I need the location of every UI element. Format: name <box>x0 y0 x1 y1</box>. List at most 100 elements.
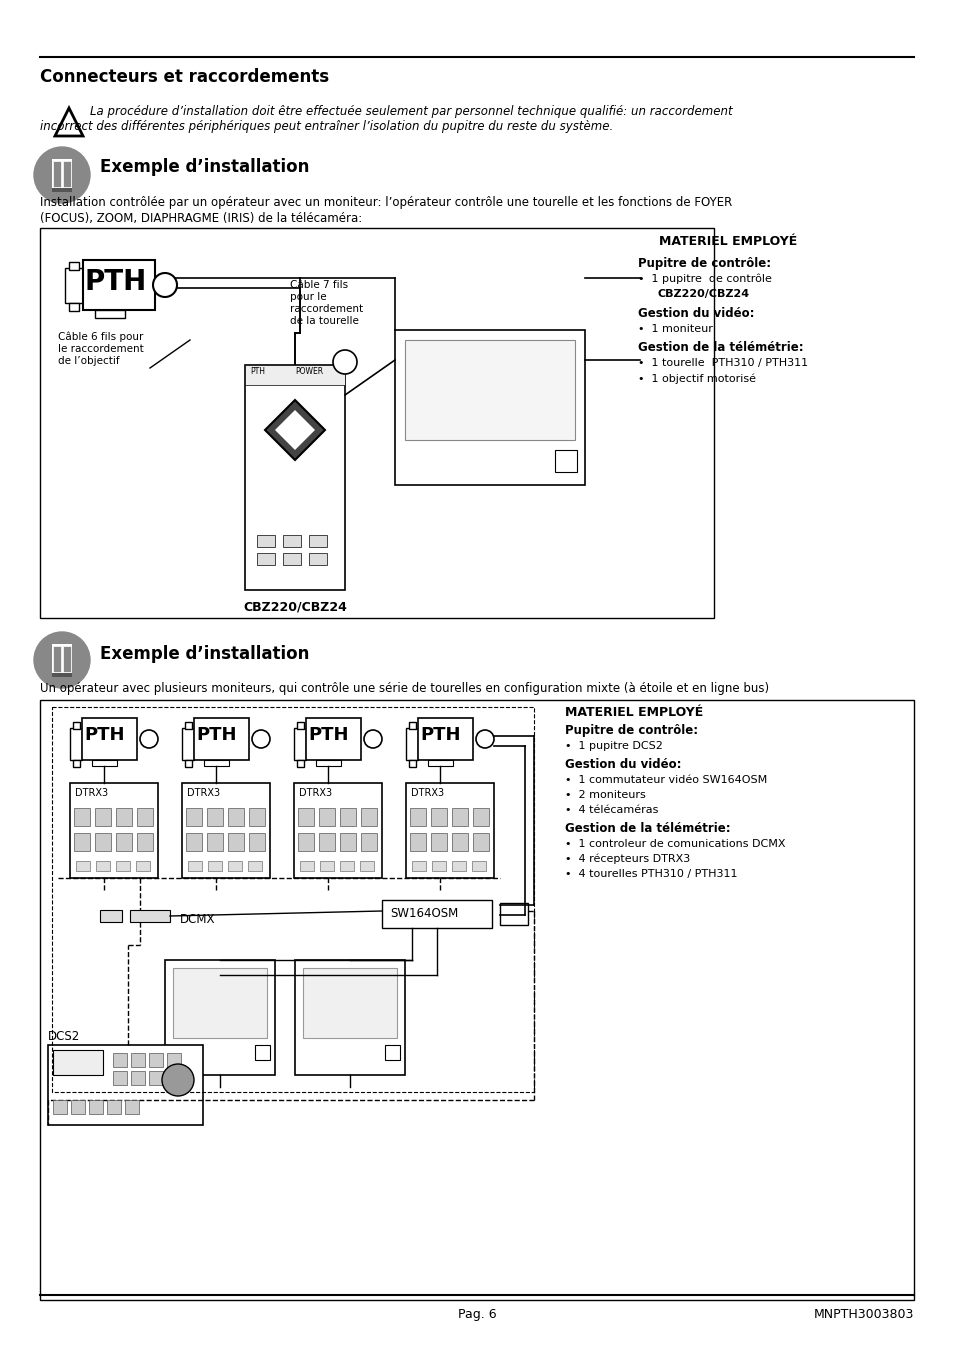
Bar <box>245 365 345 385</box>
Bar <box>432 861 446 871</box>
Circle shape <box>436 453 453 467</box>
Bar <box>149 1052 163 1067</box>
Bar <box>167 1052 181 1067</box>
Text: POWER: POWER <box>294 367 323 376</box>
Text: •  1 commutateur vidéo SW164OSM: • 1 commutateur vidéo SW164OSM <box>564 775 766 785</box>
Bar <box>228 861 242 871</box>
Text: CBZ220/CBZ24: CBZ220/CBZ24 <box>658 289 749 299</box>
Bar <box>112 1052 127 1067</box>
Bar <box>359 861 374 871</box>
Bar <box>167 1071 181 1085</box>
Bar <box>73 761 80 767</box>
Bar <box>249 808 265 825</box>
Text: DTRX3: DTRX3 <box>187 788 220 798</box>
Bar <box>409 761 416 767</box>
Bar <box>89 1100 103 1115</box>
Bar <box>70 728 82 761</box>
Bar <box>71 1100 85 1115</box>
Bar <box>74 808 90 825</box>
Text: DTRX3: DTRX3 <box>298 788 332 798</box>
Bar <box>48 1046 203 1125</box>
Text: •  1 moniteur: • 1 moniteur <box>638 324 712 334</box>
Bar <box>172 969 267 1038</box>
Bar <box>52 159 71 189</box>
Text: Exemple d’installation: Exemple d’installation <box>100 644 309 663</box>
Text: Connecteurs et raccordements: Connecteurs et raccordements <box>40 68 329 86</box>
Bar <box>452 808 468 825</box>
Bar <box>63 646 71 671</box>
Bar <box>296 761 304 767</box>
Bar <box>254 1046 270 1061</box>
Text: Pupitre de contrôle:: Pupitre de contrôle: <box>564 724 698 738</box>
Text: DTRX3: DTRX3 <box>411 788 444 798</box>
Bar <box>130 911 170 921</box>
Bar <box>431 808 447 825</box>
Bar <box>96 861 110 871</box>
Circle shape <box>34 147 90 203</box>
Bar <box>339 834 355 851</box>
Circle shape <box>152 273 177 297</box>
Bar <box>52 644 71 674</box>
Bar <box>53 1100 67 1115</box>
Text: MATERIEL EMPLOYÉ: MATERIEL EMPLOYÉ <box>564 707 702 719</box>
Bar <box>360 808 376 825</box>
Bar <box>412 861 426 871</box>
Text: Gestion du vidéo:: Gestion du vidéo: <box>638 307 754 320</box>
Bar <box>381 900 492 928</box>
Bar <box>406 728 417 761</box>
Text: pour le: pour le <box>290 292 326 303</box>
Text: Exemple d’installation: Exemple d’installation <box>100 158 309 176</box>
Bar <box>107 1100 121 1115</box>
Bar <box>318 834 335 851</box>
Bar <box>116 861 130 871</box>
Bar <box>339 808 355 825</box>
Bar <box>131 1052 145 1067</box>
Polygon shape <box>55 108 83 136</box>
Text: MNPTH3003803: MNPTH3003803 <box>813 1308 913 1321</box>
Bar <box>228 808 244 825</box>
Bar <box>95 808 111 825</box>
Text: •  1 controleur de comunications DCMX: • 1 controleur de comunications DCMX <box>564 839 784 848</box>
Bar <box>53 1050 103 1075</box>
Bar <box>165 961 274 1075</box>
Text: de la tourelle: de la tourelle <box>290 316 358 326</box>
Bar <box>409 721 416 730</box>
Text: PTH: PTH <box>85 267 147 296</box>
Bar <box>137 808 152 825</box>
Bar <box>182 728 193 761</box>
Bar <box>555 450 577 471</box>
Circle shape <box>364 730 381 748</box>
Bar <box>95 834 111 851</box>
Bar <box>82 717 137 761</box>
Text: •  1 objectif motorisé: • 1 objectif motorisé <box>638 373 755 384</box>
Text: Câble 6 fils pour: Câble 6 fils pour <box>58 332 143 343</box>
Bar <box>499 902 527 925</box>
Text: incorrect des différentes périphériques peut entraîner l’isolation du pupitre du: incorrect des différentes périphériques … <box>40 120 613 132</box>
Bar <box>76 861 90 871</box>
Bar <box>299 861 314 871</box>
Text: DCMX: DCMX <box>180 913 215 925</box>
Bar <box>315 761 340 766</box>
Bar <box>53 646 61 671</box>
Bar <box>188 861 202 871</box>
Bar <box>65 128 73 132</box>
Bar <box>360 834 376 851</box>
Bar <box>69 303 79 311</box>
Bar <box>53 161 61 186</box>
Bar <box>339 861 354 871</box>
Bar <box>149 1071 163 1085</box>
Bar <box>186 834 202 851</box>
Bar <box>256 553 274 565</box>
Bar <box>306 717 360 761</box>
Text: PTH: PTH <box>308 725 348 744</box>
Bar <box>69 262 79 270</box>
Circle shape <box>162 1065 193 1096</box>
Text: DTRX3: DTRX3 <box>75 788 108 798</box>
Bar <box>256 535 274 547</box>
Bar <box>428 761 453 766</box>
Bar <box>137 834 152 851</box>
Polygon shape <box>274 409 314 450</box>
Bar <box>208 861 222 871</box>
Bar <box>406 784 494 878</box>
Circle shape <box>34 632 90 688</box>
